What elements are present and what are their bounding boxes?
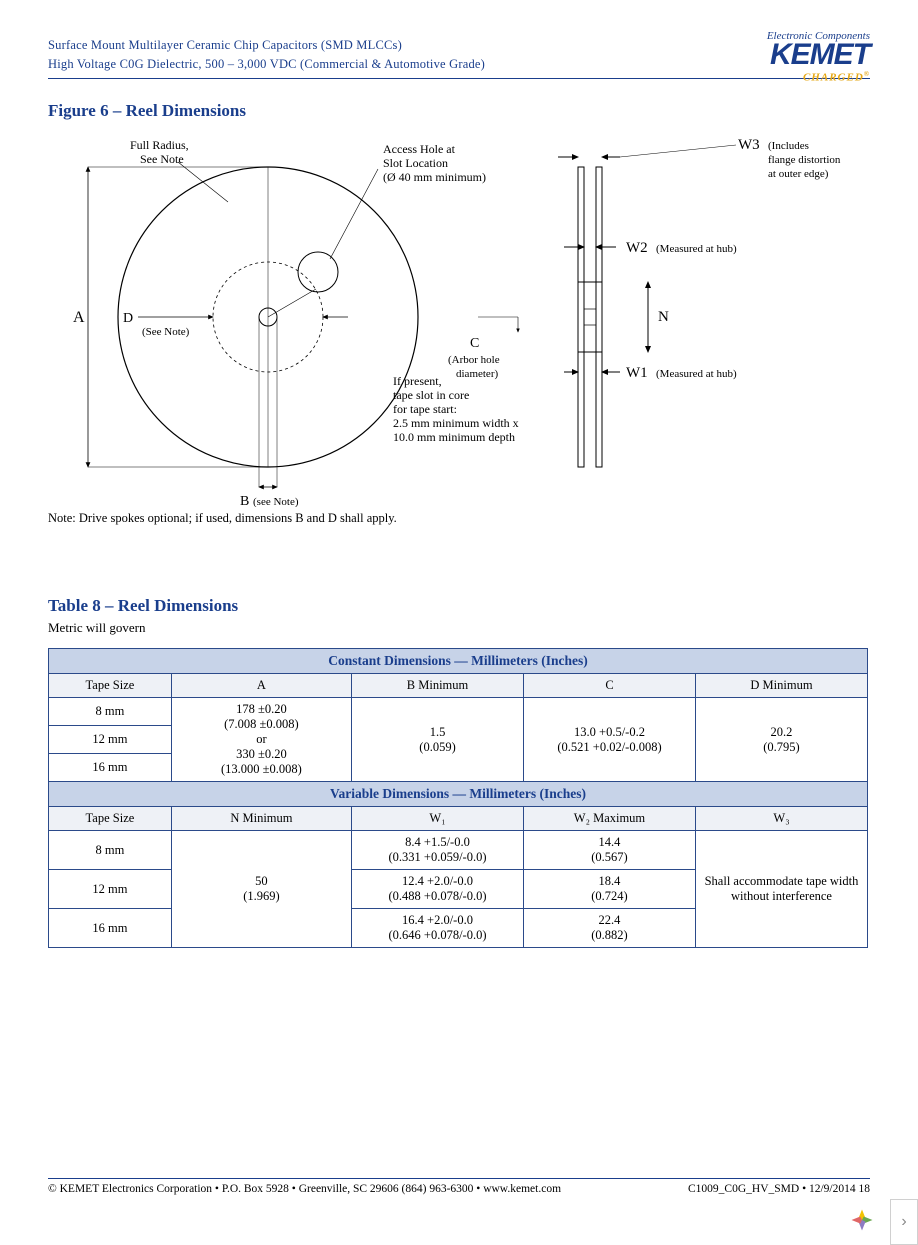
table-cell: 8.4 +1.5/-0.0(0.331 +0.059/-0.0) [352, 831, 524, 870]
svg-text:(see Note): (see Note) [253, 496, 299, 507]
pager-logo-icon [848, 1206, 876, 1239]
figure-title: Figure 6 – Reel Dimensions [48, 101, 870, 121]
table-cell: 12 mm [49, 726, 172, 754]
table-cell: 22.4(0.882) [524, 909, 696, 948]
table-title: Table 8 – Reel Dimensions [48, 596, 870, 616]
svg-text:See Note: See Note [140, 152, 184, 166]
svg-text:D: D [123, 311, 133, 326]
table-cell: 50(1.969) [171, 831, 351, 948]
col-bmin: B Minimum [352, 674, 524, 698]
table-cell: 178 ±0.20(7.008 ±0.008) or 330 ±0.20(13.… [171, 698, 351, 782]
svg-text:2.5 mm minimum width x: 2.5 mm minimum width x [393, 416, 519, 430]
table-cell: 16 mm [49, 909, 172, 948]
figure-note: Note: Drive spokes optional; if used, di… [48, 511, 870, 526]
table-cell: 20.2(0.795) [695, 698, 867, 782]
table-cell: 14.4(0.567) [524, 831, 696, 870]
col-w3: W₃ [695, 807, 867, 831]
table-cell: 13.0 +0.5/-0.2(0.521 +0.02/-0.008) [524, 698, 696, 782]
table-cell: 12 mm [49, 870, 172, 909]
table-cell: 12.4 +2.0/-0.0(0.488 +0.078/-0.0) [352, 870, 524, 909]
col-tape: Tape Size [49, 807, 172, 831]
footer-left: © KEMET Electronics Corporation • P.O. B… [48, 1183, 561, 1195]
svg-text:(See Note): (See Note) [142, 326, 190, 338]
reel-diagram: A D (See Note) B (see Note) Full Radius,… [48, 127, 868, 507]
svg-text:W1: W1 [626, 365, 648, 381]
table-cell: 16.4 +2.0/-0.0(0.646 +0.078/-0.0) [352, 909, 524, 948]
col-tape: Tape Size [49, 674, 172, 698]
header-line-1: Surface Mount Multilayer Ceramic Chip Ca… [48, 38, 870, 53]
footer: © KEMET Electronics Corporation • P.O. B… [48, 1178, 870, 1195]
svg-text:Access Hole at: Access Hole at [383, 142, 456, 156]
table-band-constant: Constant Dimensions — Millimeters (Inche… [49, 649, 868, 674]
svg-text:for tape start:: for tape start: [393, 402, 457, 416]
footer-right: C1009_C0G_HV_SMD • 12/9/2014 18 [688, 1183, 870, 1195]
table-band-variable: Variable Dimensions — Millimeters (Inche… [49, 782, 868, 807]
svg-text:flange distortion: flange distortion [768, 154, 841, 166]
table-cell: 16 mm [49, 754, 172, 782]
logo-charged: CHARGED [803, 72, 864, 84]
svg-text:If present,: If present, [393, 374, 442, 388]
table-cell: 18.4(0.724) [524, 870, 696, 909]
col-dmin: D Minimum [695, 674, 867, 698]
svg-text:diameter): diameter) [456, 368, 498, 380]
svg-text:B: B [240, 494, 249, 507]
svg-text:Slot Location: Slot Location [383, 156, 448, 170]
table-cell: 8 mm [49, 698, 172, 726]
svg-text:at outer edge): at outer edge) [768, 168, 829, 180]
col-nmin: N Minimum [171, 807, 351, 831]
header-rule [48, 78, 870, 79]
table-cell: 1.5(0.059) [352, 698, 524, 782]
brand-logo: Electronic Components KEMET CHARGED® [767, 30, 870, 84]
logo-text: KEMET [767, 40, 870, 70]
header-line-2: High Voltage C0G Dielectric, 500 – 3,000… [48, 57, 870, 72]
svg-text:tape slot in core: tape slot in core [393, 388, 469, 402]
footer-rule [48, 1178, 870, 1179]
table-cell: Shall accommodate tape widthwithout inte… [695, 831, 867, 948]
col-c: C [524, 674, 696, 698]
svg-text:10.0 mm minimum depth: 10.0 mm minimum depth [393, 430, 515, 444]
table-subtitle: Metric will govern [48, 620, 870, 636]
svg-text:N: N [658, 309, 669, 325]
svg-text:W3: W3 [738, 137, 760, 153]
reel-dimensions-table: Constant Dimensions — Millimeters (Inche… [48, 648, 868, 948]
col-w1: W₁ [352, 807, 524, 831]
svg-text:(Ø 40 mm minimum): (Ø 40 mm minimum) [383, 170, 486, 184]
svg-text:(Arbor hole: (Arbor hole [448, 354, 500, 366]
svg-text:(Includes: (Includes [768, 140, 809, 152]
col-a: A [171, 674, 351, 698]
svg-text:W2: W2 [626, 240, 648, 256]
svg-text:(Measured at hub): (Measured at hub) [656, 368, 737, 380]
col-w2max: W₂ Maximum [524, 807, 696, 831]
svg-text:C: C [470, 336, 479, 351]
svg-text:Full Radius,: Full Radius, [130, 138, 189, 152]
svg-text:(Measured at hub): (Measured at hub) [656, 243, 737, 255]
svg-text:A: A [73, 309, 85, 326]
table-cell: 8 mm [49, 831, 172, 870]
next-page-button[interactable]: › [890, 1199, 918, 1245]
